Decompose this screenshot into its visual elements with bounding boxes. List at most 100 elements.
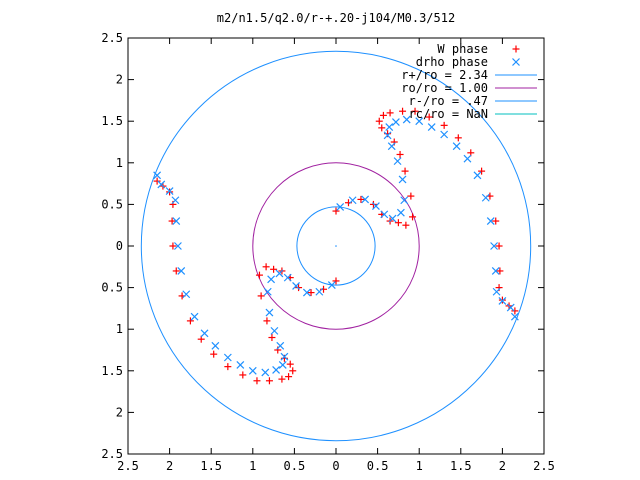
series-1-point-31 [302,288,311,297]
series-1-point-0-d2 [336,202,345,211]
series-1-point-9-d2 [393,157,402,166]
series-1-point-43-d2 [261,368,270,377]
y-tick-label-8: 1.5 [101,364,123,378]
series-1-point-2 [361,195,370,204]
series-0-point-53 [239,371,247,379]
series-1-point-29 [327,281,336,290]
series-1-point-3-d2 [372,202,380,210]
series-0-point-17 [386,109,394,117]
series-0-point-41 [255,271,263,279]
series-1-point-44 [248,366,257,375]
series-1-point-38 [270,326,279,335]
legend-label-3: ro/ro = 1.00 [401,81,488,95]
series-1-point-48 [200,329,209,338]
series-0-point-52 [253,377,261,385]
x-tick-label-5: 0 [332,459,339,473]
series-1-point-39 [276,341,285,350]
series-1-point-38-d2 [270,326,279,335]
radius-circle-1 [252,162,420,330]
series-1-point-37-d2 [265,308,274,317]
series-1-point-54-d2 [171,196,180,205]
series-1-point-42-d2 [272,366,281,374]
series-1-point-51-d2 [177,267,186,275]
series-1-point-49-d2 [190,312,199,321]
series-0-point-61 [168,217,176,225]
series-0-point-19 [411,107,419,115]
series-0-point-10 [401,167,409,175]
series-1-point-5 [388,214,397,223]
chart-title: m2/n1.5/q2.0/r-+.20-j104/M0.3/512 [217,11,455,25]
series-1-point-3 [372,202,380,210]
series-1-point-10 [387,142,396,151]
series-1-point-12 [385,123,394,131]
series-0-point-22 [454,134,462,142]
y-tick-label-1: 2 [116,73,123,87]
series-1-point-34-d2 [275,269,284,278]
radius-circle-2 [296,206,376,286]
series-0-point-48 [289,367,297,375]
series-0-point-6 [394,219,402,227]
series-1-point-13-d2 [391,118,400,126]
series-0-point-0 [332,207,340,215]
series-1-point-49 [190,312,199,321]
y-tick-label-4: 0.5 [101,197,123,211]
series-0-point-20 [425,113,433,121]
series-0-point-44 [268,334,276,342]
x-tick-label-2: 1.5 [200,459,222,473]
series-0-point-57 [186,317,194,325]
ticks-layer: 2.5 2 1.5 1 0.5 0 0.5 1 1.5 2 2.52.521.510.500.511… [101,31,555,473]
series-0-point-7 [402,221,410,229]
series-1-point-24-d2 [491,267,500,275]
series-1-point-48-d2 [200,329,209,338]
series-1-point-37 [265,308,274,317]
series-1-point-36 [263,287,272,296]
series-1-point-30-d2 [315,287,324,296]
series-1-point-7 [400,196,409,205]
series-1-point-52-d2 [173,242,182,250]
series-1-point-10-d2 [387,142,396,151]
series-1-point-6 [396,208,405,217]
series-1-point-36-d2 [263,287,272,296]
series-1-point-16 [427,123,436,131]
series-1-point-30 [315,287,324,296]
series-1-point-20 [473,171,482,180]
series-1-point-32-d2 [292,282,300,290]
series-1-point-35-d2 [267,275,276,284]
series-1-point-11 [383,131,392,140]
series-1-point-0 [336,202,345,211]
series-1-point-29-d2 [327,281,336,290]
series-1-point-6-d2 [396,208,405,217]
series-0-point-26 [492,217,500,225]
series-1-point-21 [481,193,490,202]
x-tick-label-4: 0.5 [284,459,306,473]
series-1-point-50-d2 [182,290,191,299]
series-0-point-49 [285,373,293,381]
markers-layer [153,107,519,385]
series-1-point-16-d2 [427,123,436,131]
y-tick-label-5: 0 [116,239,123,253]
series-1-point-28-d2 [510,312,519,321]
series-1-point-41-d2 [278,361,287,369]
series-0-point-18 [399,107,407,115]
series-1-point-42 [272,366,281,374]
series-1-point-41 [278,361,287,369]
series-0-point-54 [224,363,232,371]
series-1-point-9 [393,157,402,166]
series-1-point-56 [157,180,166,189]
series-1-point-56-d2 [157,180,166,189]
series-0-point-55 [210,350,218,358]
series-1-point-57-d2 [153,171,162,180]
x-tick-label-1: 2 [166,459,173,473]
series-1-point-55-d2 [165,187,174,196]
y-tick-label-10: 2.5 [101,447,123,461]
x-tick-label-0: 2.5 [117,459,139,473]
y-tick-label-3: 1 [116,156,123,170]
series-1-point-45-d2 [236,361,245,369]
legend-label-4: r-/ro = .47 [409,94,488,108]
x-tick-label-10: 2.5 [533,459,555,473]
series-0-point-51 [265,377,273,385]
series-1-point-46 [223,353,232,362]
series-0-point-35 [307,289,315,297]
